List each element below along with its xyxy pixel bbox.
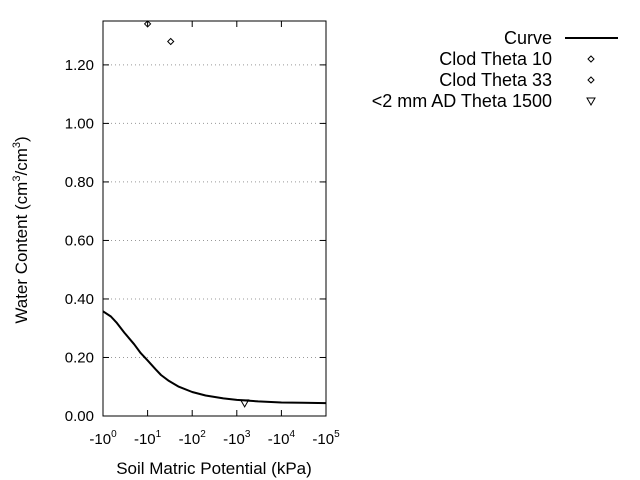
data-point-triangle-down <box>239 399 250 408</box>
legend-marker-diamond <box>587 55 595 63</box>
y-axis: 0.00 0.20 0.40 0.60 0.80 1.00 1.20 <box>65 57 326 425</box>
legend-marker-diamond <box>587 76 595 84</box>
y-axis-label-end: ) <box>12 136 31 142</box>
plot-frame <box>102 20 327 417</box>
x-axis-label: Soil Matric Potential (kPa) <box>116 459 312 478</box>
y-tick-label: 0.00 <box>65 408 94 425</box>
legend-marker-triangle-down <box>586 97 596 107</box>
y-axis-label-mid: /cm <box>12 148 31 175</box>
x-tick-label: -105 <box>312 429 340 448</box>
y-axis-label-sup2: 3 <box>11 142 23 148</box>
series-layer <box>102 20 327 408</box>
y-tick-label: 0.40 <box>65 291 94 308</box>
y-axis-label-text: Water Content (cm <box>12 182 31 324</box>
legend-label: Clod Theta 10 <box>439 49 552 69</box>
x-tick-label: -100 <box>89 429 117 448</box>
legend-label: <2 mm AD Theta 1500 <box>372 91 552 111</box>
grid-lines <box>103 64 326 358</box>
x-tick-label: -104 <box>268 429 296 448</box>
y-tick-label: 0.80 <box>65 174 94 191</box>
y-axis-label: Water Content (cm3/cm3) <box>11 136 31 323</box>
y-tick-label: 0.20 <box>65 349 94 366</box>
x-axis: -100 -101 -102 -103 -104 -105 <box>89 21 340 448</box>
data-point-diamond <box>143 20 152 28</box>
curve-line <box>102 310 327 405</box>
y-axis-label-sup1: 3 <box>11 176 23 182</box>
x-tick-label: -101 <box>134 429 162 448</box>
legend-label: Clod Theta 33 <box>439 70 552 90</box>
y-tick-label: 1.20 <box>65 57 94 74</box>
y-tick-label: 0.60 <box>65 232 94 249</box>
x-tick-label: -103 <box>223 429 251 448</box>
y-tick-label: 1.00 <box>65 115 94 132</box>
legend-label: Curve <box>504 28 552 48</box>
x-tick-label: -102 <box>179 429 207 448</box>
data-point-diamond <box>167 37 175 46</box>
